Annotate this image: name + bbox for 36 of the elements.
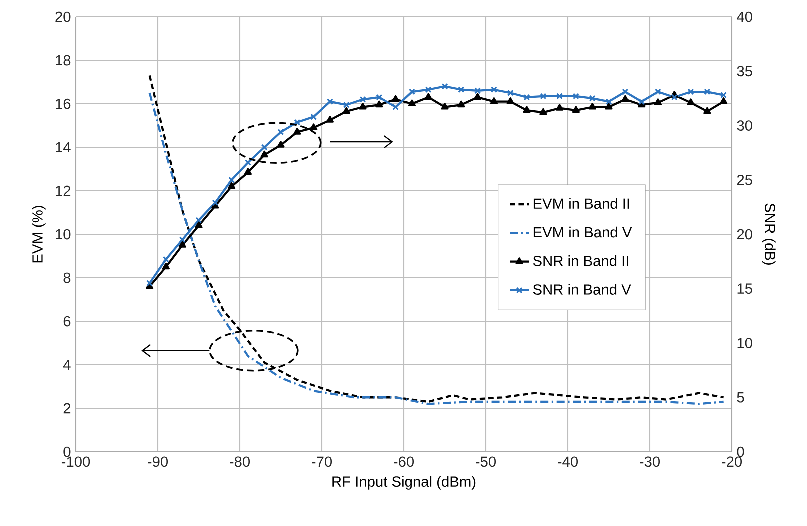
y2-axis-title: SNR (dB) [762, 204, 776, 265]
x-tick-label: -70 [312, 456, 332, 468]
y-tick-label: 12 [56, 186, 71, 196]
y-tick-label: 6 [64, 316, 71, 327]
y2-tick-label: 5 [737, 392, 744, 403]
y-tick-label: 16 [56, 98, 71, 110]
y2-tick-label: 15 [738, 284, 752, 294]
x-tick-label: -50 [476, 456, 496, 468]
y2-tick-label: 35 [737, 66, 752, 77]
y-tick-label: 8 [64, 272, 71, 284]
y2-tick-label: 25 [737, 174, 752, 186]
x-tick-label: -60 [394, 456, 414, 468]
x-axis-title: RF Input Signal (dBm) [332, 476, 476, 490]
y2-tick-label: 20 [737, 229, 752, 240]
x-tick-label: -30 [640, 456, 660, 468]
legend-label: EVM in Band II [534, 198, 630, 210]
y-tick-label: 2 [64, 403, 71, 414]
y2-tick-label: 0 [737, 446, 744, 458]
y-tick-label: 20 [56, 12, 71, 22]
legend-label: EVM in Band V [534, 226, 632, 238]
x-tick-label: -40 [558, 456, 578, 468]
y2-tick-label: 40 [737, 12, 752, 22]
y-tick-label: 4 [63, 360, 71, 370]
y-tick-label: 14 [56, 142, 71, 153]
y-tick-label: 0 [64, 446, 71, 458]
y-tick-label: 10 [56, 229, 71, 240]
y2-tick-label: 10 [738, 338, 752, 348]
legend-label: SNR in Band V [533, 284, 632, 295]
y-axis-title: EVM (%) [32, 206, 46, 263]
x-tick-label: -90 [148, 456, 168, 468]
y2-tick-label: 30 [737, 120, 752, 131]
x-tick-label: -20 [722, 456, 742, 468]
x-tick-label: -100 [62, 456, 90, 468]
y-tick-label: 18 [56, 55, 71, 66]
x-tick-label: -80 [230, 456, 250, 468]
legend-label: SNR in Band II [533, 256, 628, 266]
